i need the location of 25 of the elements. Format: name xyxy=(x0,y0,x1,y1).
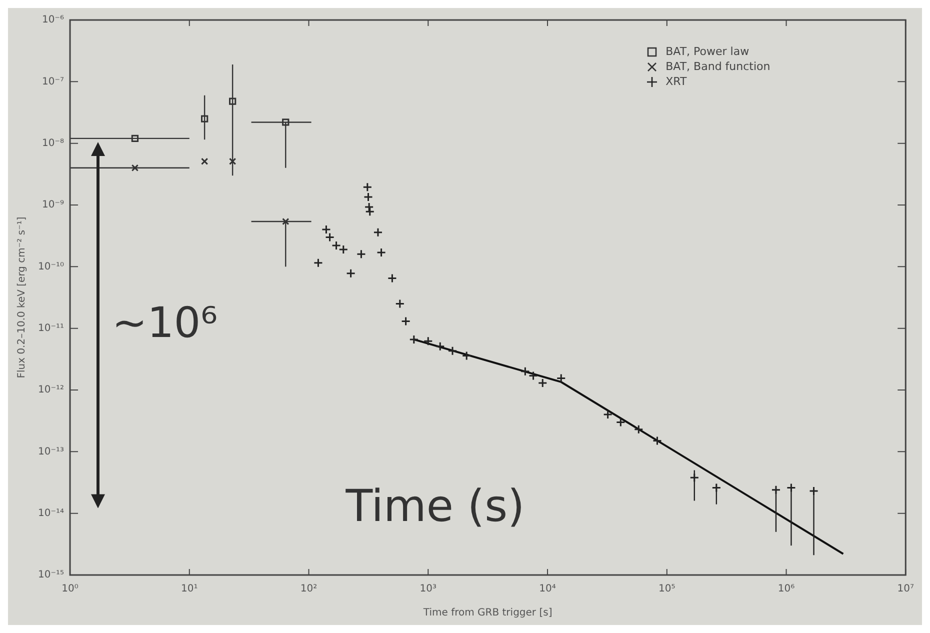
x-tick-label: 10⁵ xyxy=(658,584,676,595)
x-tick-label: 10⁰ xyxy=(62,584,78,595)
annotation: ~10⁶ xyxy=(112,298,218,346)
x-tick-label: 10⁷ xyxy=(897,584,914,595)
y-tick-label: 10⁻¹⁵ xyxy=(38,570,64,581)
y-tick-label: 10⁻⁹ xyxy=(42,200,64,211)
y-tick-label: 10⁻¹³ xyxy=(38,446,64,458)
x-tick-label: 10⁴ xyxy=(539,584,556,595)
legend-label: XRT xyxy=(666,74,687,89)
x-tick-label: 10³ xyxy=(420,584,437,595)
legend-label: BAT, Band function xyxy=(666,59,770,74)
x-tick-label: 10² xyxy=(300,584,318,595)
y-tick-label: 10⁻¹¹ xyxy=(38,322,64,334)
y-tick-label: 10⁻⁷ xyxy=(42,76,64,88)
x-tick-label: 10⁶ xyxy=(778,584,795,595)
y-axis-title: Flux 0.2–10.0 keV [erg cm⁻² s⁻¹] xyxy=(16,216,28,378)
annotation: Time (s) xyxy=(346,480,525,532)
x-tick-label: 10¹ xyxy=(181,584,198,595)
x-axis-title: Time from GRB trigger [s] xyxy=(422,608,552,619)
legend-label: BAT, Power law xyxy=(666,44,750,59)
y-tick-label: 10⁻¹⁴ xyxy=(38,508,64,519)
y-tick-label: 10⁻⁶ xyxy=(42,14,64,26)
y-tick-label: 10⁻⁸ xyxy=(42,138,64,149)
y-tick-label: 10⁻¹² xyxy=(38,384,64,396)
y-tick-label: 10⁻¹⁰ xyxy=(38,261,64,272)
